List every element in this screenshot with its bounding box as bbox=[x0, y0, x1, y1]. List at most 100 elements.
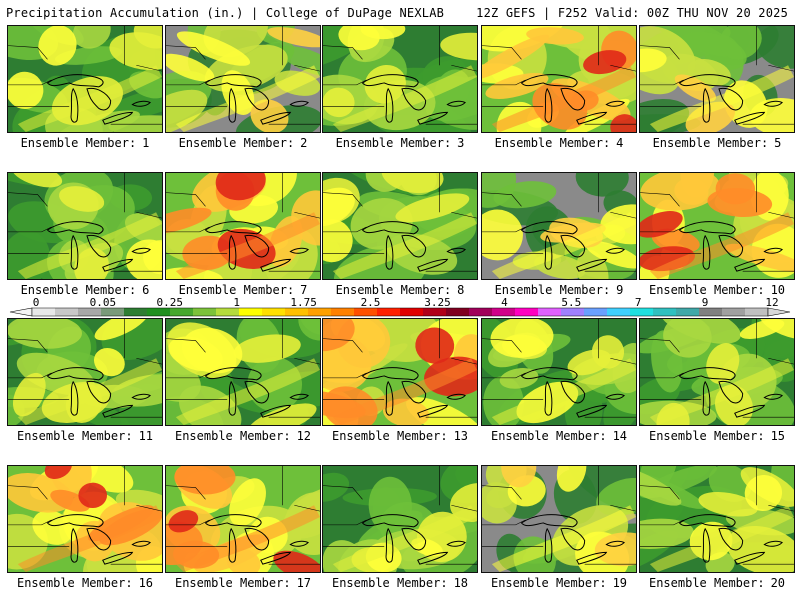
precip-map-svg bbox=[8, 26, 162, 132]
colorbar-swatch bbox=[515, 308, 539, 316]
ensemble-member-label: Ensemble Member: 19 bbox=[479, 576, 639, 590]
colorbar-swatch bbox=[308, 308, 332, 316]
member-number: 4 bbox=[616, 136, 624, 150]
member-number: 18 bbox=[453, 576, 469, 590]
precip-map-svg bbox=[640, 466, 794, 572]
ensemble-member-label: Ensemble Member: 6 bbox=[5, 283, 165, 297]
member-label-prefix: Ensemble Member: bbox=[652, 136, 769, 150]
member-number: 15 bbox=[770, 429, 786, 443]
member-number: 8 bbox=[457, 283, 465, 297]
ensemble-member-map bbox=[165, 172, 321, 280]
colorbar-tick-label: 4 bbox=[501, 296, 508, 309]
precip-map-svg bbox=[166, 173, 320, 279]
ensemble-member-label: Ensemble Member: 2 bbox=[163, 136, 323, 150]
colorbar-swatch bbox=[216, 308, 240, 316]
precip-map-svg bbox=[482, 173, 636, 279]
precip-map-svg bbox=[323, 319, 477, 425]
colorbar-tick-label: 0.25 bbox=[157, 296, 184, 309]
ensemble-member-label: Ensemble Member: 16 bbox=[5, 576, 165, 590]
ensemble-member-map bbox=[165, 25, 321, 133]
member-label-prefix: Ensemble Member: bbox=[20, 136, 137, 150]
member-label-prefix: Ensemble Member: bbox=[331, 576, 448, 590]
colorbar-swatch bbox=[538, 308, 562, 316]
ensemble-member-label: Ensemble Member: 8 bbox=[320, 283, 480, 297]
colorbar-tick-label: 12 bbox=[765, 296, 778, 309]
ensemble-member-map bbox=[481, 465, 637, 573]
precip-map-svg bbox=[8, 319, 162, 425]
ensemble-member-label: Ensemble Member: 10 bbox=[637, 283, 797, 297]
colorbar-high-arrow bbox=[767, 307, 791, 317]
ensemble-member-label: Ensemble Member: 13 bbox=[320, 429, 480, 443]
colorbar-swatch bbox=[101, 308, 125, 316]
member-label-prefix: Ensemble Member: bbox=[16, 429, 133, 443]
ensemble-member-map bbox=[322, 465, 478, 573]
precip-map-svg bbox=[166, 319, 320, 425]
member-label-prefix: Ensemble Member: bbox=[331, 429, 448, 443]
colorbar-swatch bbox=[676, 308, 700, 316]
member-number: 6 bbox=[142, 283, 150, 297]
ensemble-member-map bbox=[481, 318, 637, 426]
member-number: 2 bbox=[300, 136, 308, 150]
colorbar-swatch bbox=[745, 308, 769, 316]
colorbar-low-arrow bbox=[9, 307, 33, 317]
member-label-prefix: Ensemble Member: bbox=[178, 283, 295, 297]
colorbar-swatch bbox=[124, 308, 148, 316]
member-label-prefix: Ensemble Member: bbox=[490, 429, 607, 443]
precip-colorbar: 0 0.05 0.25 1 1.75 2.5 3.25 4 5.5 7 9 12 bbox=[9, 296, 791, 317]
colorbar-swatch bbox=[331, 308, 355, 316]
ensemble-member-map bbox=[165, 318, 321, 426]
ensemble-member-map bbox=[639, 172, 795, 280]
ensemble-member-label: Ensemble Member: 7 bbox=[163, 283, 323, 297]
colorbar-tick-label: 2.5 bbox=[361, 296, 381, 309]
run-info: 12Z GEFS | F252 Valid: 00Z THU NOV 20 20… bbox=[476, 6, 788, 20]
ensemble-member-label: Ensemble Member: 11 bbox=[5, 429, 165, 443]
colorbar-tick-label: 1 bbox=[233, 296, 240, 309]
precip-map-svg bbox=[640, 173, 794, 279]
ensemble-member-map bbox=[639, 465, 795, 573]
ensemble-member-label: Ensemble Member: 4 bbox=[479, 136, 639, 150]
member-label-prefix: Ensemble Member: bbox=[648, 429, 765, 443]
member-number: 7 bbox=[300, 283, 308, 297]
member-number: 10 bbox=[770, 283, 786, 297]
colorbar-swatch bbox=[377, 308, 401, 316]
colorbar-tick-label: 5.5 bbox=[561, 296, 581, 309]
colorbar-swatch bbox=[492, 308, 516, 316]
colorbar-swatch bbox=[722, 308, 746, 316]
colorbar-swatch bbox=[285, 308, 309, 316]
colorbar-swatch bbox=[630, 308, 654, 316]
colorbar-tick-label: 3.25 bbox=[424, 296, 451, 309]
precip-map-svg bbox=[8, 173, 162, 279]
colorbar-tick-label: 0.05 bbox=[90, 296, 117, 309]
chart-title: Precipitation Accumulation (in.) | Colle… bbox=[6, 6, 445, 20]
colorbar-tick-label: 0 bbox=[33, 296, 40, 309]
colorbar-swatch bbox=[354, 308, 378, 316]
precip-map-svg bbox=[166, 26, 320, 132]
member-number: 12 bbox=[296, 429, 312, 443]
ensemble-member-label: Ensemble Member: 3 bbox=[320, 136, 480, 150]
colorbar-swatch bbox=[561, 308, 585, 316]
ensemble-member-map bbox=[7, 465, 163, 573]
colorbar-swatch bbox=[262, 308, 286, 316]
member-number: 1 bbox=[142, 136, 150, 150]
member-label-prefix: Ensemble Member: bbox=[178, 136, 295, 150]
precip-map-svg bbox=[482, 26, 636, 132]
ensemble-member-label: Ensemble Member: 5 bbox=[637, 136, 797, 150]
precip-map-svg bbox=[640, 26, 794, 132]
precip-map-svg bbox=[482, 466, 636, 572]
ensemble-member-map bbox=[7, 25, 163, 133]
ensemble-member-label: Ensemble Member: 14 bbox=[479, 429, 639, 443]
ensemble-member-map bbox=[481, 172, 637, 280]
member-number: 11 bbox=[138, 429, 154, 443]
colorbar-swatch bbox=[699, 308, 723, 316]
ensemble-member-map bbox=[639, 25, 795, 133]
precip-map-svg bbox=[323, 173, 477, 279]
member-number: 9 bbox=[616, 283, 624, 297]
ensemble-member-label: Ensemble Member: 1 bbox=[5, 136, 165, 150]
ensemble-member-map bbox=[639, 318, 795, 426]
colorbar-tick-label: 9 bbox=[702, 296, 709, 309]
member-number: 16 bbox=[138, 576, 154, 590]
ensemble-member-label: Ensemble Member: 18 bbox=[320, 576, 480, 590]
member-number: 20 bbox=[770, 576, 786, 590]
colorbar-swatch bbox=[32, 308, 56, 316]
colorbar-swatch bbox=[653, 308, 677, 316]
